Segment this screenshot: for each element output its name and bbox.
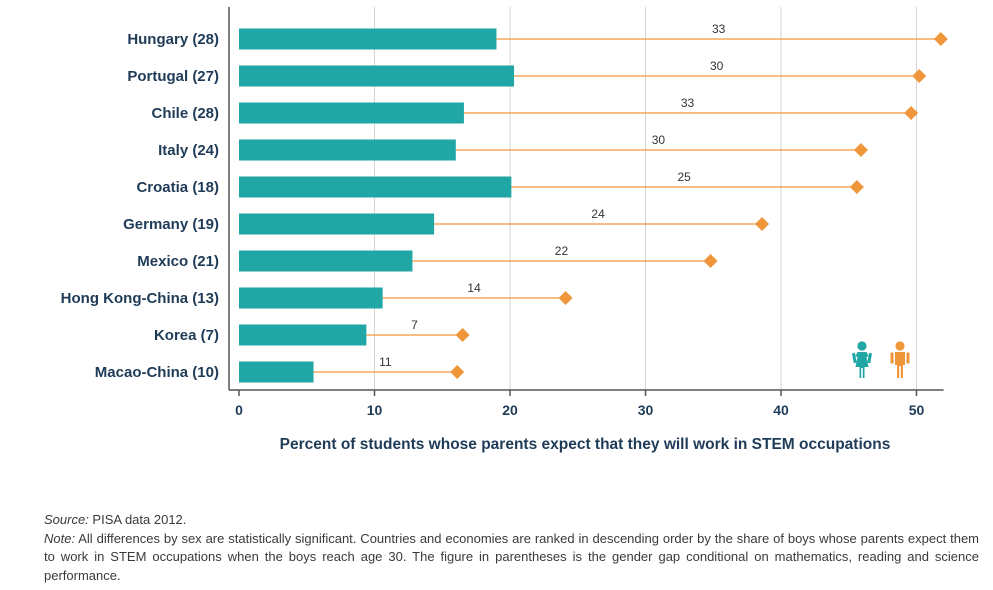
x-tick-label: 10 [367, 402, 383, 418]
note-label: Note: [44, 530, 76, 546]
axes [228, 7, 944, 396]
category-label: Hong Kong-China (13) [61, 290, 219, 307]
bar [239, 287, 383, 309]
x-tick-label: 20 [502, 402, 518, 418]
source-label: Source: [44, 512, 89, 527]
diamond-marker [912, 69, 927, 83]
diamond-marker [933, 32, 948, 46]
girl-icon [852, 341, 872, 378]
category-label: Korea (7) [154, 327, 219, 344]
category-label: Italy (24) [158, 142, 219, 159]
diamond-marker [450, 365, 465, 379]
chart: 33 30 33 30 25 24 22 14 7 11 Hungary (28) Portugal… [61, 7, 948, 453]
gridlines [374, 7, 917, 390]
category-label: Macao-China (10) [95, 364, 219, 381]
bar [239, 250, 413, 272]
bar [239, 102, 464, 124]
gap-label: 22 [555, 244, 569, 258]
gap-label: 24 [591, 207, 605, 221]
connector-lines [313, 38, 941, 373]
bar [239, 28, 497, 50]
diamond-marker [455, 328, 470, 342]
gap-labels: 33 30 33 30 25 24 22 14 7 11 [379, 22, 726, 369]
diamond-marker [755, 217, 770, 231]
diamond-marker [849, 180, 864, 194]
diamond-marker [904, 106, 919, 120]
bar [239, 65, 515, 87]
source-line: Source: PISA data 2012. [44, 511, 979, 530]
gap-label: 7 [411, 318, 418, 332]
gap-label: 33 [712, 22, 726, 36]
gap-label: 30 [710, 59, 724, 73]
diamond-marker [558, 291, 573, 305]
legend [852, 341, 910, 378]
diamond-marker [853, 143, 868, 157]
x-tick-label: 30 [638, 402, 654, 418]
gap-label: 11 [379, 355, 392, 369]
category-label: Mexico (21) [137, 253, 219, 270]
notes: Source: PISA data 2012. Note: All differ… [44, 511, 979, 585]
note-text: All differences by sex are statistically… [44, 530, 979, 583]
x-tick-label: 50 [909, 402, 925, 418]
x-tick-label: 0 [235, 402, 243, 418]
gap-label: 33 [681, 96, 695, 110]
diamond-marker [703, 254, 718, 268]
bar [239, 213, 435, 235]
category-labels: Hungary (28) Portugal (27) Chile (28) Italy… [61, 31, 219, 381]
boy-icon [890, 341, 910, 378]
note-line: Note: All differences by sex are statist… [44, 530, 979, 586]
category-label: Portugal (27) [127, 68, 219, 85]
bar [239, 139, 456, 161]
category-label: Chile (28) [151, 105, 219, 122]
bars [239, 28, 515, 383]
bar [239, 324, 367, 346]
gap-label: 30 [652, 133, 666, 147]
diamond-markers [450, 32, 948, 379]
tick-labels: 0 10 20 30 40 50 [235, 402, 924, 418]
gap-label: 25 [677, 170, 691, 184]
category-label: Croatia (18) [136, 179, 219, 196]
x-axis-title: Percent of students whose parents expect… [280, 436, 891, 453]
category-label: Hungary (28) [127, 31, 219, 48]
bar [239, 176, 512, 198]
gap-label: 14 [467, 281, 481, 295]
x-tick-label: 40 [773, 402, 789, 418]
category-label: Germany (19) [123, 216, 219, 233]
bar [239, 361, 314, 383]
source-text: PISA data 2012. [88, 512, 187, 527]
